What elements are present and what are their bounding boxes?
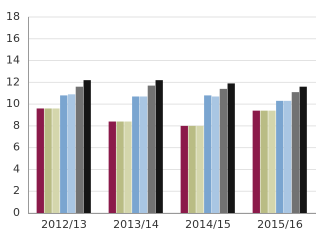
bar [44,108,52,213]
bar [147,85,156,213]
bar [268,110,276,213]
bar [211,96,220,213]
bar [283,100,292,213]
y-tick-label: 0 [13,206,20,219]
bar [67,94,76,213]
bar [252,110,260,213]
y-tick-label: 2 [13,184,20,197]
y-tick-label: 14 [6,54,20,67]
bar [260,110,268,213]
x-tick-label: 2015/16 [257,218,303,231]
bar [75,86,84,213]
x-tick-label: 2012/13 [41,218,87,231]
y-tick-label: 12 [6,75,20,88]
y-tick-label: 10 [6,97,20,110]
bar [108,121,116,213]
y-tick-label: 18 [6,10,20,23]
bar [204,95,212,213]
bar [139,96,148,213]
x-tick-label: 2013/14 [113,218,159,231]
y-tick-label: 16 [6,32,20,45]
bar [188,125,196,213]
bar [52,108,60,213]
bar [291,92,300,213]
bar [36,108,44,213]
bar [219,88,228,213]
bar [116,121,124,213]
bar [196,125,204,213]
bar [299,86,307,213]
y-tick-label: 8 [13,119,20,132]
y-tick-label: 6 [13,141,20,154]
y-tick-label: 4 [13,162,20,175]
bar [124,121,132,213]
bar [180,125,188,213]
bar [132,96,140,213]
x-tick-label: 2014/15 [185,218,231,231]
bar [276,100,284,213]
bar [83,80,91,214]
bar [155,80,163,214]
bar [227,83,235,213]
bar [60,95,68,213]
